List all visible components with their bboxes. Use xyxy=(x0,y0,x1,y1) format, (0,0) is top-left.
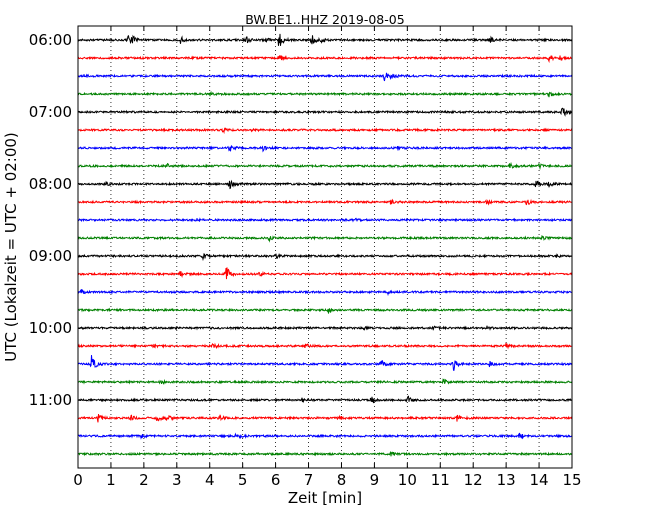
y-tick-label: 07:00 xyxy=(29,103,72,121)
x-tick-label: 8 xyxy=(337,471,347,489)
trace-0915 xyxy=(77,267,573,280)
x-tick-label: 4 xyxy=(205,471,215,489)
trace-1015 xyxy=(78,342,573,350)
trace-1030 xyxy=(77,355,573,371)
trace-0830 xyxy=(77,217,573,223)
trace-0700 xyxy=(77,107,573,117)
trace-0645 xyxy=(78,90,573,98)
grid-lines xyxy=(110,26,540,468)
x-tick-label: 7 xyxy=(304,471,314,489)
x-tick-label: 1 xyxy=(106,471,116,489)
trace-1145 xyxy=(77,450,573,457)
x-tick-label: 12 xyxy=(464,471,483,489)
chart-title: BW.BE1..HHZ 2019-08-05 xyxy=(245,12,404,27)
trace-1100 xyxy=(77,395,573,404)
y-tick-label: 11:00 xyxy=(29,391,72,409)
x-tick-label: 10 xyxy=(398,471,417,489)
y-tick-label: 09:00 xyxy=(29,247,72,265)
trace-0800 xyxy=(77,179,573,190)
trace-0845 xyxy=(77,235,573,243)
x-tick-label: 13 xyxy=(497,471,516,489)
x-tick-label: 14 xyxy=(530,471,549,489)
y-tick-label: 06:00 xyxy=(29,31,72,49)
x-tick-label: 9 xyxy=(370,471,380,489)
x-tick-label: 5 xyxy=(238,471,248,489)
trace-0730 xyxy=(77,145,573,153)
trace-0715 xyxy=(77,127,573,135)
trace-0815 xyxy=(77,198,573,206)
y-axis-label: UTC (Lokalzeit = UTC + 02:00) xyxy=(2,132,20,362)
x-tick-label: 2 xyxy=(139,471,149,489)
x-tick-label: 0 xyxy=(73,471,83,489)
plot-frame xyxy=(77,25,573,469)
y-tick-label: 08:00 xyxy=(29,175,72,193)
x-axis-label: Zeit [min] xyxy=(288,489,362,507)
x-tick-label: 15 xyxy=(562,471,581,489)
trace-0615 xyxy=(77,54,573,64)
x-tick-label: 11 xyxy=(431,471,450,489)
trace-0930 xyxy=(77,289,573,297)
y-tick-label: 10:00 xyxy=(29,319,72,337)
trace-0900 xyxy=(77,252,573,262)
trace-0745 xyxy=(77,161,573,171)
trace-lines xyxy=(77,33,573,457)
trace-1115 xyxy=(77,414,573,423)
trace-0630 xyxy=(77,72,573,82)
trace-1000 xyxy=(77,325,573,331)
trace-0945 xyxy=(77,307,573,314)
trace-1130 xyxy=(77,432,573,440)
axis-ticks: 0 1 2 3 4 5 6 7 8 9 10 11 12 13 14 1506:0007:0008:0009:… xyxy=(29,26,582,489)
trace-1045 xyxy=(77,378,573,385)
trace-0600 xyxy=(77,33,573,46)
x-tick-label: 6 xyxy=(271,471,281,489)
x-tick-label: 3 xyxy=(172,471,182,489)
